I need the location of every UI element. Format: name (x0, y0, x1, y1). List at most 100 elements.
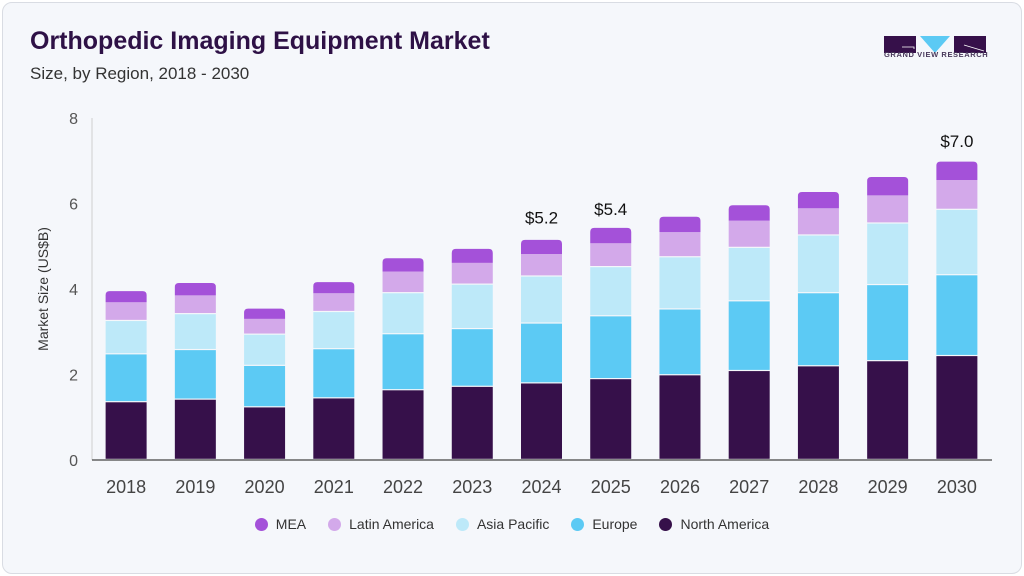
bar-segment-mea (728, 205, 770, 221)
x-tick-label: 2030 (937, 477, 977, 497)
data-label: $7.0 (940, 132, 973, 151)
bar-segment-asia-pacific (105, 321, 147, 354)
bar-segment-europe (590, 316, 632, 379)
bar-segment-north-america (174, 399, 216, 459)
bar-segment-mea (105, 291, 147, 303)
bar-segment-latin-america (797, 208, 839, 235)
y-tick-label: 2 (69, 368, 78, 385)
chart-title: Orthopedic Imaging Equipment Market (30, 27, 490, 55)
bar-segment-north-america (936, 356, 978, 459)
bar-segment-europe (244, 365, 286, 407)
legend-label: MEA (275, 516, 307, 532)
x-tick-label: 2028 (798, 477, 838, 497)
bar-segment-latin-america (174, 295, 216, 314)
bar-segment-asia-pacific (659, 257, 701, 309)
legend-item: MEA (254, 516, 307, 532)
bar-segment-mea (382, 258, 424, 272)
bar-segment-asia-pacific (797, 235, 839, 293)
bar-segment-europe (936, 275, 978, 355)
legend-swatch (455, 517, 469, 531)
bar-segment-mea (867, 176, 909, 196)
legend-swatch (659, 517, 673, 531)
bar-segment-north-america (451, 386, 493, 459)
x-tick-label: 2022 (383, 477, 423, 497)
bar-segment-latin-america (590, 243, 632, 266)
bar-segment-north-america (797, 366, 839, 459)
x-tick-label: 2027 (729, 477, 769, 497)
x-tick-label: 2029 (868, 477, 908, 497)
legend-item: North America (659, 516, 769, 532)
legend-label: North America (680, 516, 770, 532)
bar-segment-mea (659, 216, 701, 233)
bar-segment-north-america (659, 375, 701, 459)
bar-segment-mea (451, 248, 493, 263)
x-tick-label: 2026 (660, 477, 700, 497)
x-tick-label: 2019 (175, 477, 215, 497)
logo-text: GRAND VIEW RESEARCH (884, 50, 989, 59)
bar-segment-europe (174, 350, 216, 399)
y-axis-label: Market Size (US$B) (35, 227, 51, 351)
bar-segment-asia-pacific (867, 223, 909, 284)
bar-segment-north-america (590, 379, 632, 459)
bar-segment-latin-america (382, 271, 424, 293)
y-tick-label: 8 (69, 111, 78, 128)
bar-segment-latin-america (659, 232, 701, 257)
legend-item: Europe (571, 516, 637, 532)
bar-segment-north-america (867, 361, 909, 459)
bar-segment-north-america (382, 390, 424, 459)
bar-segment-asia-pacific (451, 284, 493, 328)
x-tick-label: 2025 (591, 477, 631, 497)
bar-segment-europe (728, 301, 770, 370)
bar-segment-latin-america (521, 253, 562, 276)
bar-segment-mea (313, 282, 355, 294)
bar-segment-asia-pacific (728, 247, 770, 301)
bar-segment-north-america (728, 371, 770, 459)
bar-segment-europe (521, 323, 562, 383)
y-tick-label: 4 (69, 282, 78, 299)
bar-segment-mea (936, 161, 978, 180)
bar-segment-asia-pacific (936, 209, 978, 275)
legend-label: Europe (592, 516, 638, 532)
bar-segment-latin-america (313, 293, 355, 311)
bar-segment-mea (244, 308, 286, 319)
bar-segment-europe (313, 349, 355, 398)
legend-swatch (571, 517, 585, 531)
bar-segment-asia-pacific (382, 293, 424, 334)
bar-segment-latin-america (451, 262, 493, 284)
bar-segment-asia-pacific (244, 334, 286, 365)
bar-segment-europe (797, 293, 839, 366)
bar-segment-north-america (521, 383, 562, 459)
bar-segment-mea (590, 227, 632, 244)
bar-segment-europe (659, 309, 701, 375)
x-tick-label: 2024 (521, 477, 561, 497)
bar-segment-asia-pacific (174, 314, 216, 349)
x-tick-label: 2018 (106, 477, 146, 497)
bar-segment-latin-america (105, 302, 147, 320)
bar-segment-mea (797, 191, 839, 209)
bar-segment-mea (174, 283, 216, 296)
bar-segment-europe (451, 329, 493, 386)
legend-swatch (328, 517, 342, 531)
x-tick-label: 2023 (452, 477, 492, 497)
data-label: $5.2 (525, 209, 558, 228)
y-tick-label: 6 (69, 197, 78, 214)
bar-segment-north-america (105, 402, 147, 459)
bar-segment-europe (867, 285, 909, 361)
bar-segment-europe (382, 334, 424, 390)
x-tick-label: 2021 (314, 477, 354, 497)
legend-label: Asia Pacific (476, 516, 550, 532)
legend-label: Latin America (349, 516, 434, 532)
bar-segment-latin-america (867, 195, 909, 223)
bar-segment-north-america (244, 407, 286, 459)
bar-segment-europe (105, 354, 147, 402)
bar-segment-asia-pacific (313, 312, 355, 349)
bar-segment-asia-pacific (521, 276, 562, 323)
chart-subtitle: Size, by Region, 2018 - 2030 (30, 64, 250, 83)
bar-segment-latin-america (936, 179, 978, 209)
y-tick-label: 0 (69, 453, 78, 470)
data-label: $5.4 (594, 200, 627, 219)
bar-segment-latin-america (728, 220, 770, 247)
legend-item: Asia Pacific (455, 516, 550, 532)
